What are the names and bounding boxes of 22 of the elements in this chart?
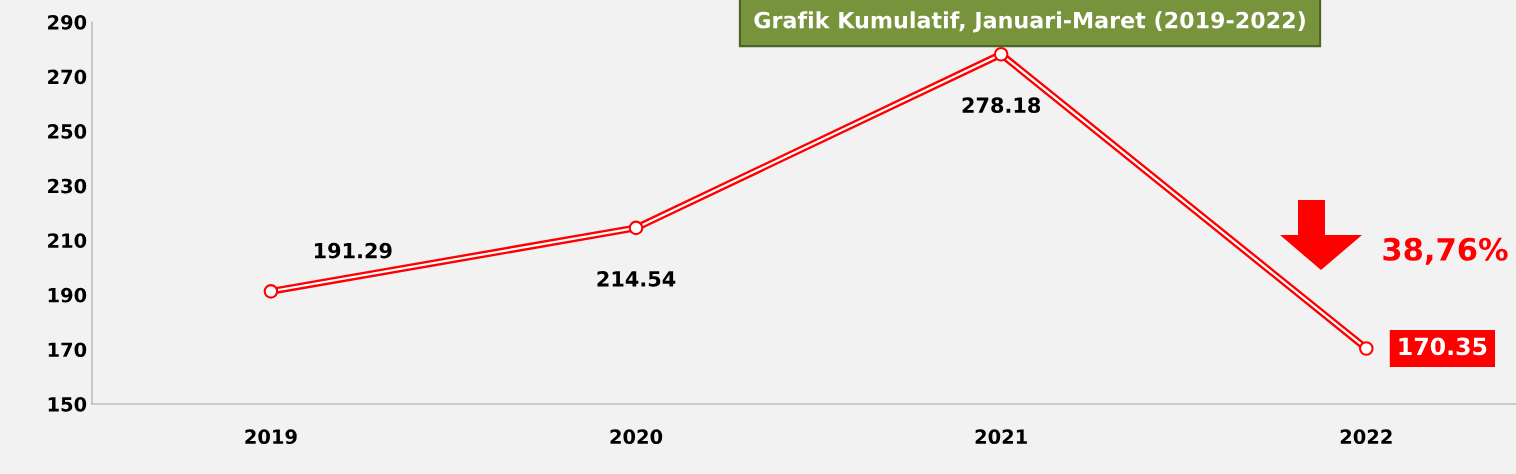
point (1359, 341, 1374, 356)
y-tick-label: 270 (48, 69, 87, 85)
data-label: 191.29 (314, 242, 392, 259)
point (628, 220, 644, 236)
y-tick-label: 290 (48, 14, 87, 30)
annotation: 38,76% (1383, 237, 1508, 265)
data-label: 214.54 (597, 270, 676, 287)
x-tick-label: 2022 (1340, 429, 1392, 445)
y-tick-label: 190 (48, 287, 87, 303)
y-tick-label: 210 (48, 233, 87, 248)
data-label: 278.18 (962, 97, 1041, 114)
y-tick-label: 150 (48, 396, 87, 412)
y-tick-label: 230 (48, 178, 87, 194)
point (993, 46, 1009, 62)
x-tick-label: 2020 (610, 429, 663, 445)
data-label: 170.35 (1399, 337, 1487, 356)
chart-title: Grafik Kumulatif, Januari-Maret (2019-2022) (754, 11, 1305, 33)
y-tick-label: 170 (48, 342, 87, 358)
x-tick-label: 2021 (975, 429, 1027, 445)
x-tick-label: 2019 (245, 429, 297, 445)
point (263, 284, 279, 299)
y-tick-label: 250 (48, 124, 87, 139)
